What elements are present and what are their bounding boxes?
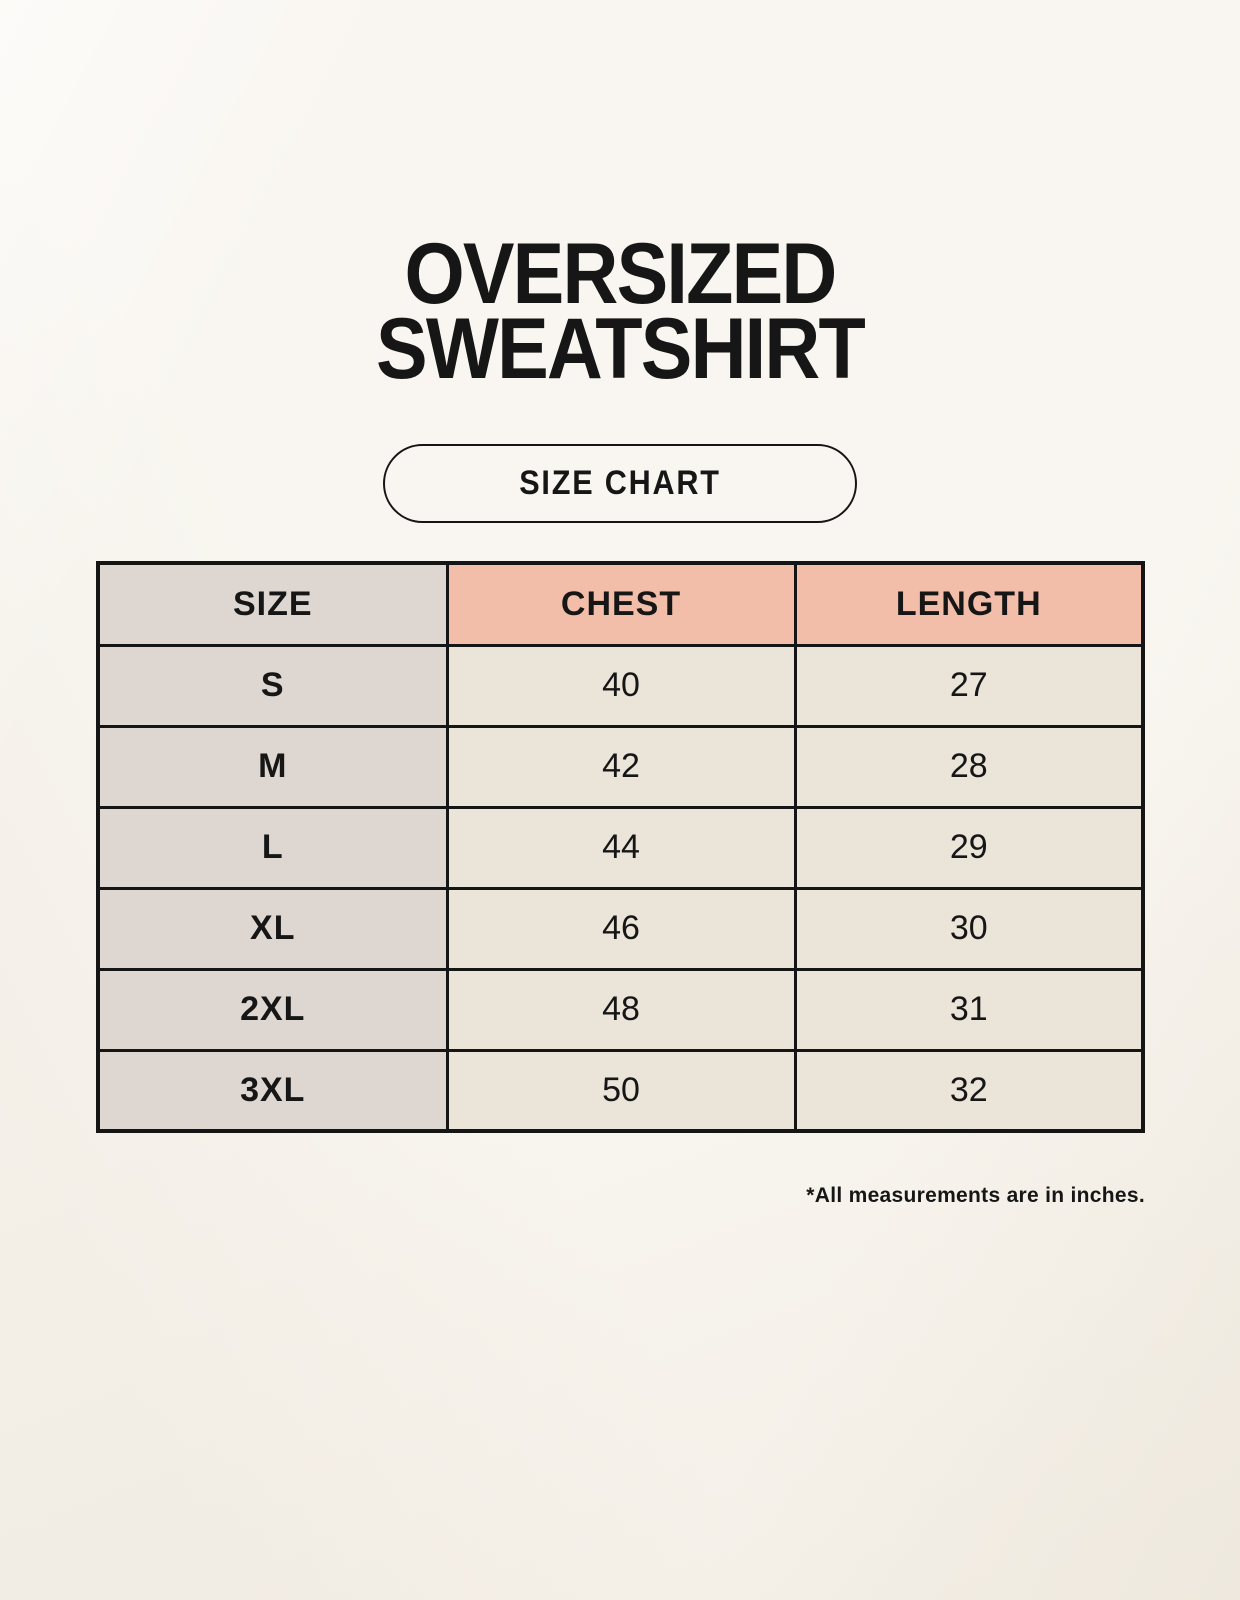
table-row: S 40 27 [96,643,1145,728]
cell-chest: 46 [445,886,797,971]
cell-size: 2XL [96,967,449,1052]
cell-length: 28 [793,724,1145,809]
cell-size: M [96,724,449,809]
column-header-chest: CHEST [445,561,797,647]
cell-size: S [96,643,449,728]
cell-length: 31 [793,967,1145,1052]
page-title-line2: SWEATSHIRT [376,301,866,397]
size-chart-table: SIZE CHEST LENGTH S 40 27 M 42 28 L 44 2… [96,561,1145,1133]
cell-chest: 42 [445,724,797,809]
cell-chest: 48 [445,967,797,1052]
table-row: 2XL 48 31 [96,967,1145,1052]
cell-size: 3XL [96,1048,449,1133]
column-header-length: LENGTH [793,561,1145,647]
cell-size: XL [96,886,449,971]
table-row: M 42 28 [96,724,1145,809]
cell-length: 29 [793,805,1145,890]
cell-size: L [96,805,449,890]
cell-length: 27 [793,643,1145,728]
cell-length: 32 [793,1048,1145,1133]
size-chart-button-label: SIZE CHART [519,464,721,502]
page-title: OVERSIZED SWEATSHIRT [62,226,1178,397]
size-chart-table-container: SIZE CHEST LENGTH S 40 27 M 42 28 L 44 2… [96,561,1145,1133]
measurements-footnote: *All measurements are in inches. [806,1184,1145,1207]
column-header-size: SIZE [96,561,449,647]
size-chart-button[interactable]: SIZE CHART [383,444,857,523]
cell-length: 30 [793,886,1145,971]
table-row: L 44 29 [96,805,1145,890]
page-title-line1: OVERSIZED [404,226,837,322]
cell-chest: 50 [445,1048,797,1133]
table-row: XL 46 30 [96,886,1145,971]
table-header-row: SIZE CHEST LENGTH [96,561,1145,647]
table-row: 3XL 50 32 [96,1048,1145,1133]
cell-chest: 40 [445,643,797,728]
cell-chest: 44 [445,805,797,890]
